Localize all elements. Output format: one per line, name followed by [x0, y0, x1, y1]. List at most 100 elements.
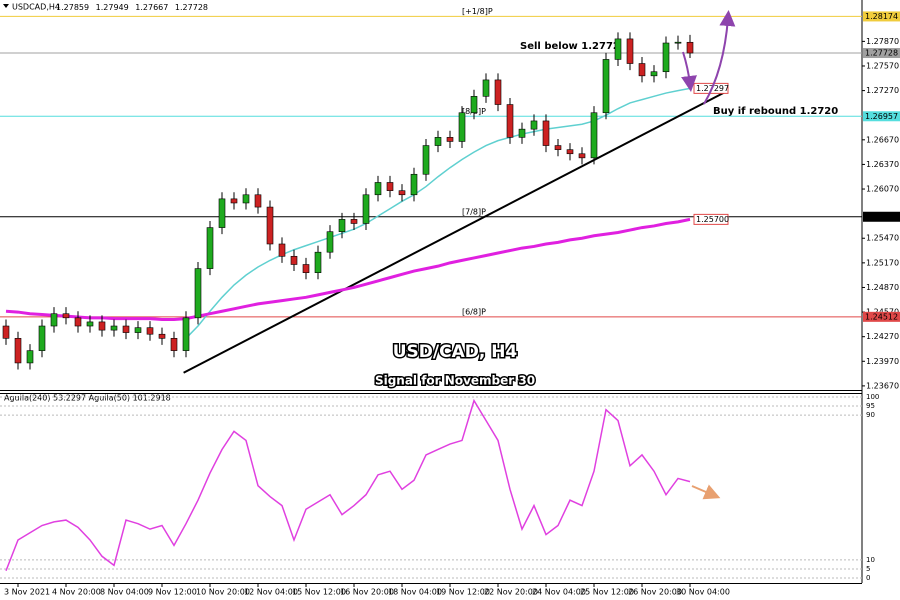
y-tick-label: 1.26370	[866, 160, 899, 169]
candle-body	[494, 79, 502, 105]
candle-body	[62, 313, 70, 319]
y-tick-label: 1.25170	[866, 258, 899, 267]
candle-body	[626, 38, 634, 64]
candle-body	[506, 104, 514, 138]
x-tick-label: 9 Nov 12:00	[148, 588, 197, 597]
candle-body	[614, 38, 622, 60]
candle-body	[50, 313, 58, 327]
x-tick-label: 24 Nov 04:00	[532, 588, 586, 597]
y-tick-label: 1.27270	[866, 86, 899, 95]
price-box-label: 1.28174	[865, 12, 898, 21]
candle-body	[578, 153, 586, 159]
annotation: Buy if rebound 1.2720	[713, 106, 838, 117]
candle-body	[674, 41, 682, 44]
candle-body	[338, 219, 346, 232]
candle-body	[98, 321, 106, 331]
candle-body	[290, 255, 298, 265]
candle-body	[434, 137, 442, 146]
candle-body	[350, 219, 358, 224]
price-box	[863, 11, 900, 22]
candle-body	[662, 42, 670, 73]
y-tick-label: 1.24270	[866, 332, 899, 341]
price-box-label: 1.25732	[865, 212, 898, 221]
candle-body	[26, 350, 34, 364]
candle-body	[158, 333, 166, 339]
candle-body	[74, 317, 82, 327]
candle-body	[590, 112, 598, 159]
price-box	[863, 211, 900, 222]
low-value: 1.27667	[135, 3, 168, 12]
annotation: Sell below 1.2772	[520, 41, 620, 52]
y-tick-label: 1.23970	[866, 357, 899, 366]
x-tick-label: 30 Nov 04:00	[676, 588, 730, 597]
candle-body	[230, 198, 238, 204]
y-tick-label: 100	[866, 393, 879, 401]
candle-body	[218, 198, 226, 228]
price-box-label: 1.26957	[865, 112, 898, 121]
x-tick-label: 18 Nov 04:00	[388, 588, 442, 597]
x-tick-label: 4 Nov 20:00	[52, 588, 101, 597]
arrow	[703, 10, 736, 105]
candle-body	[182, 317, 190, 351]
candle-body	[110, 325, 118, 331]
y-tick-label: 1.23670	[866, 381, 899, 390]
y-tick-label: 90	[866, 411, 875, 419]
candle-body	[38, 325, 46, 351]
price-box-label: 1.24512	[865, 312, 898, 321]
candle-body	[602, 59, 610, 114]
candle-body	[302, 264, 310, 273]
candle-body	[266, 206, 274, 245]
y-tick-label: 1.26070	[866, 185, 899, 194]
x-tick-label: 10 Nov 20:00	[196, 588, 250, 597]
candle-body	[650, 71, 658, 77]
overlay-title: USD/CAD, H4	[393, 342, 518, 362]
y-tick-label: 1.24870	[866, 283, 899, 292]
price-box	[863, 311, 900, 322]
level-label: [+1/8]P	[462, 7, 493, 16]
candle-body	[278, 243, 286, 257]
ma-box-label: 1.25700	[696, 215, 729, 224]
overlay-subtitle: Signal for November 30	[375, 374, 535, 388]
ma-box	[693, 213, 729, 225]
x-tick-label: 16 Nov 20:00	[340, 588, 394, 597]
trendline	[183, 91, 726, 374]
indicator-label: Aguila(240) 53.2297 Aguila(50) 101.2918	[4, 394, 171, 403]
close-value: 1.27728	[175, 3, 208, 12]
candle-body	[194, 268, 202, 319]
x-tick-label: 26 Nov 20:00	[628, 588, 682, 597]
candle-body	[638, 63, 646, 77]
price-box	[863, 48, 900, 59]
x-tick-label: 19 Nov 12:00	[436, 588, 490, 597]
high-value: 1.27949	[96, 3, 129, 12]
candle-body	[470, 96, 478, 114]
x-tick-label: 12 Nov 04:00	[244, 588, 298, 597]
candle-body	[146, 327, 154, 335]
candle-body	[422, 145, 430, 175]
candle-body	[170, 338, 178, 351]
candle-body	[206, 227, 214, 269]
candle-body	[530, 120, 538, 130]
candle-body	[686, 41, 694, 54]
open-value: 1.27859	[56, 3, 89, 12]
candle-body	[254, 194, 262, 208]
candle-body	[386, 182, 394, 191]
indicator-line	[5, 398, 691, 572]
level-label: [6/8]P	[462, 307, 486, 316]
candle-body	[122, 325, 130, 333]
candle-body	[14, 338, 22, 364]
x-tick-label: 8 Nov 04:00	[100, 588, 149, 597]
y-tick-label: 1.27870	[866, 37, 899, 46]
x-tick-label: 25 Nov 12:00	[580, 588, 634, 597]
candle-body	[554, 145, 562, 150]
y-tick-label: 0	[866, 574, 870, 582]
marks: 1.236701.239701.242701.245701.248701.251…	[0, 7, 900, 597]
candle-body	[2, 325, 10, 339]
candle-body	[566, 149, 574, 155]
level-label: [7/8]P	[462, 207, 486, 216]
y-tick-label: 95	[866, 402, 875, 410]
candle-body	[374, 182, 382, 196]
candle-body	[242, 194, 250, 204]
y-tick-label: 5	[866, 565, 870, 573]
